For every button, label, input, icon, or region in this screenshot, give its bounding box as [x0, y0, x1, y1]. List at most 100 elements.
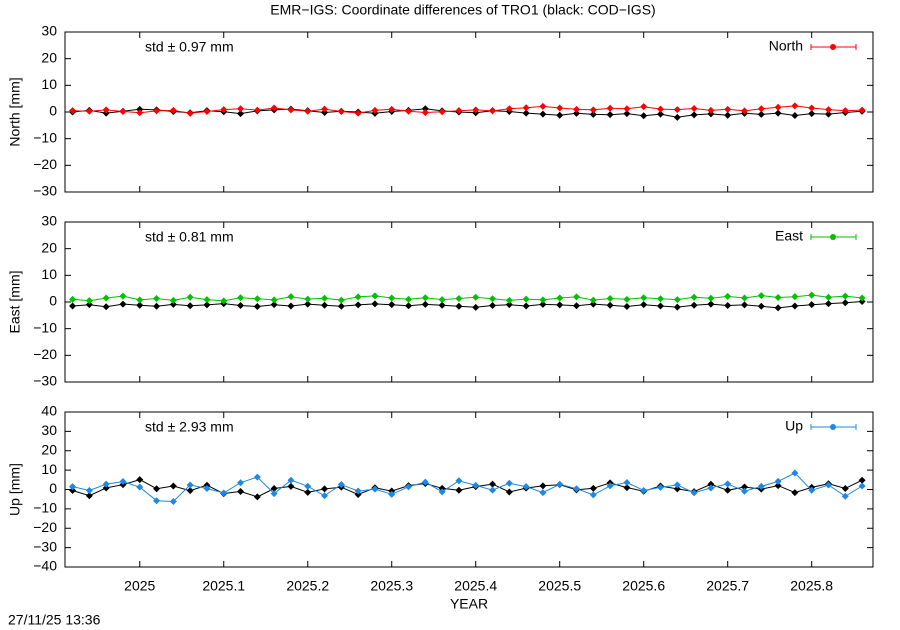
- data-point: [740, 301, 748, 309]
- data-point: [740, 107, 748, 115]
- data-point: [304, 107, 312, 115]
- data-point: [774, 109, 782, 117]
- data-point: [589, 296, 597, 304]
- data-point: [606, 301, 614, 309]
- data-point: [354, 293, 362, 301]
- data-point: [640, 486, 648, 494]
- data-point: [539, 489, 547, 497]
- data-point: [472, 106, 480, 114]
- annotation: std ± 0.97 mm: [145, 39, 234, 55]
- y-tick-label: −30: [33, 538, 57, 554]
- data-point: [724, 292, 732, 300]
- data-point: [573, 293, 581, 301]
- data-point: [455, 107, 463, 115]
- y-tick-label: −10: [33, 319, 57, 335]
- data-point: [253, 473, 261, 481]
- y-tick-label: 0: [49, 480, 57, 496]
- data-point: [153, 497, 161, 505]
- data-point: [623, 110, 631, 118]
- data-point: [119, 107, 127, 115]
- data-point: [808, 301, 816, 309]
- data-point: [287, 476, 295, 484]
- data-point: [539, 110, 547, 118]
- data-point: [203, 296, 211, 304]
- x-tick-label: 2025.3: [370, 578, 413, 594]
- data-point: [388, 301, 396, 309]
- y-axis-label: East [mm]: [7, 270, 23, 333]
- data-point: [321, 105, 329, 113]
- y-tick-label: 30: [41, 23, 57, 39]
- data-point: [707, 300, 715, 308]
- data-point: [841, 107, 849, 115]
- x-tick-label: 2025.4: [454, 578, 497, 594]
- data-point: [455, 477, 463, 485]
- data-point: [287, 482, 295, 490]
- data-point: [707, 294, 715, 302]
- data-point: [673, 296, 681, 304]
- data-point: [186, 109, 194, 117]
- data-point: [791, 102, 799, 110]
- data-point: [438, 108, 446, 116]
- data-point: [220, 489, 228, 497]
- data-point: [522, 302, 530, 310]
- data-point: [573, 485, 581, 493]
- data-point: [421, 109, 429, 117]
- data-point: [640, 294, 648, 302]
- data-point: [522, 483, 530, 491]
- data-point: [472, 293, 480, 301]
- data-point: [237, 479, 245, 487]
- data-point: [85, 492, 93, 500]
- legend-marker: [830, 234, 836, 240]
- data-point: [186, 487, 194, 495]
- data-point: [371, 300, 379, 308]
- data-point: [136, 301, 144, 309]
- data-point: [69, 107, 77, 115]
- data-point: [421, 478, 429, 486]
- data-point: [186, 293, 194, 301]
- data-point: [589, 106, 597, 114]
- data-point: [505, 488, 513, 496]
- data-point: [556, 294, 564, 302]
- x-tick-label: 2025.6: [622, 578, 665, 594]
- data-point: [589, 300, 597, 308]
- data-point: [589, 484, 597, 492]
- data-point: [522, 295, 530, 303]
- data-point: [757, 292, 765, 300]
- data-point: [270, 301, 278, 309]
- y-tick-label: 20: [41, 441, 57, 457]
- data-point: [354, 301, 362, 309]
- y-tick-label: 10: [41, 76, 57, 92]
- data-point: [237, 487, 245, 495]
- data-point: [606, 482, 614, 490]
- data-point: [119, 478, 127, 486]
- data-point: [841, 299, 849, 307]
- data-point: [153, 302, 161, 310]
- y-tick-label: −30: [33, 183, 57, 199]
- data-point: [824, 300, 832, 308]
- data-point: [354, 487, 362, 495]
- data-point: [203, 301, 211, 309]
- data-point: [589, 110, 597, 118]
- data-point: [623, 479, 631, 487]
- data-point: [371, 485, 379, 493]
- data-point: [321, 301, 329, 309]
- data-point: [858, 294, 866, 302]
- data-point: [808, 110, 816, 118]
- legend-label: Up: [785, 418, 803, 434]
- annotation: std ± 2.93 mm: [145, 419, 234, 435]
- data-point: [287, 293, 295, 301]
- legend-marker: [830, 424, 836, 430]
- data-point: [220, 297, 228, 305]
- data-point: [808, 291, 816, 299]
- data-point: [824, 106, 832, 114]
- data-point: [673, 113, 681, 121]
- data-point: [556, 301, 564, 309]
- data-point: [858, 482, 866, 490]
- data-point: [220, 106, 228, 114]
- data-point: [85, 107, 93, 115]
- data-point: [438, 488, 446, 496]
- data-point: [724, 301, 732, 309]
- x-tick-label: 2025.1: [202, 578, 245, 594]
- y-tick-label: 0: [49, 293, 57, 309]
- data-point: [489, 486, 497, 494]
